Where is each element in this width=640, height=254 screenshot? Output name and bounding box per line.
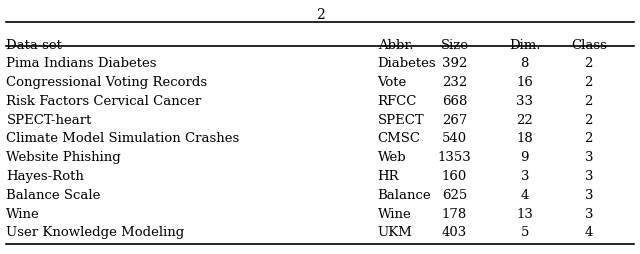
Text: Balance Scale: Balance Scale bbox=[6, 188, 100, 201]
Text: Dim.: Dim. bbox=[509, 38, 541, 51]
Text: 33: 33 bbox=[516, 94, 533, 107]
Text: 3: 3 bbox=[584, 169, 593, 182]
Text: 16: 16 bbox=[516, 76, 533, 89]
Text: 3: 3 bbox=[520, 169, 529, 182]
Text: Wine: Wine bbox=[378, 207, 412, 220]
Text: 232: 232 bbox=[442, 76, 467, 89]
Text: 2: 2 bbox=[584, 76, 593, 89]
Text: 18: 18 bbox=[516, 132, 533, 145]
Text: Congressional Voting Records: Congressional Voting Records bbox=[6, 76, 207, 89]
Text: RFCC: RFCC bbox=[378, 94, 417, 107]
Text: 1353: 1353 bbox=[438, 151, 471, 164]
Text: 3: 3 bbox=[584, 151, 593, 164]
Text: Vote: Vote bbox=[378, 76, 407, 89]
Text: 625: 625 bbox=[442, 188, 467, 201]
Text: 160: 160 bbox=[442, 169, 467, 182]
Text: 403: 403 bbox=[442, 226, 467, 239]
Text: 2: 2 bbox=[584, 113, 593, 126]
Text: 2: 2 bbox=[584, 57, 593, 70]
Text: 4: 4 bbox=[520, 188, 529, 201]
Text: 267: 267 bbox=[442, 113, 467, 126]
Text: 2: 2 bbox=[584, 132, 593, 145]
Text: User Knowledge Modeling: User Knowledge Modeling bbox=[6, 226, 185, 239]
Text: Size: Size bbox=[440, 38, 468, 51]
Text: 178: 178 bbox=[442, 207, 467, 220]
Text: SPECT: SPECT bbox=[378, 113, 424, 126]
Text: HR: HR bbox=[378, 169, 399, 182]
Text: 9: 9 bbox=[520, 151, 529, 164]
Text: Abbr.: Abbr. bbox=[378, 38, 413, 51]
Text: Hayes-Roth: Hayes-Roth bbox=[6, 169, 84, 182]
Text: UKM: UKM bbox=[378, 226, 412, 239]
Text: 8: 8 bbox=[520, 57, 529, 70]
Text: 3: 3 bbox=[584, 188, 593, 201]
Text: 392: 392 bbox=[442, 57, 467, 70]
Text: 5: 5 bbox=[520, 226, 529, 239]
Text: Risk Factors Cervical Cancer: Risk Factors Cervical Cancer bbox=[6, 94, 202, 107]
Text: SPECT-heart: SPECT-heart bbox=[6, 113, 92, 126]
Text: 22: 22 bbox=[516, 113, 533, 126]
Text: 4: 4 bbox=[584, 226, 593, 239]
Text: Data set: Data set bbox=[6, 38, 62, 51]
Text: Climate Model Simulation Crashes: Climate Model Simulation Crashes bbox=[6, 132, 239, 145]
Text: Wine: Wine bbox=[6, 207, 40, 220]
Text: Pima Indians Diabetes: Pima Indians Diabetes bbox=[6, 57, 157, 70]
Text: 3: 3 bbox=[584, 207, 593, 220]
Text: Website Phishing: Website Phishing bbox=[6, 151, 121, 164]
Text: 540: 540 bbox=[442, 132, 467, 145]
Text: 2: 2 bbox=[316, 8, 324, 22]
Text: CMSC: CMSC bbox=[378, 132, 420, 145]
Text: 13: 13 bbox=[516, 207, 533, 220]
Text: Class: Class bbox=[571, 38, 607, 51]
Text: Balance: Balance bbox=[378, 188, 431, 201]
Text: 2: 2 bbox=[584, 94, 593, 107]
Text: Diabetes: Diabetes bbox=[378, 57, 436, 70]
Text: 668: 668 bbox=[442, 94, 467, 107]
Text: Web: Web bbox=[378, 151, 406, 164]
